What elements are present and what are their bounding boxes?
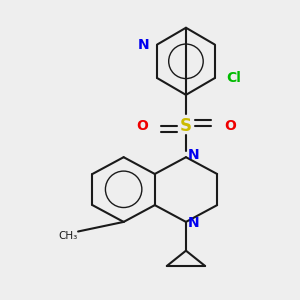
Text: CH₃: CH₃ [58, 231, 77, 241]
Text: O: O [224, 119, 236, 133]
Text: N: N [138, 38, 150, 52]
Text: S: S [180, 117, 192, 135]
Text: Cl: Cl [226, 71, 241, 85]
Text: O: O [136, 119, 148, 133]
Text: N: N [188, 216, 200, 230]
Text: N: N [188, 148, 200, 162]
